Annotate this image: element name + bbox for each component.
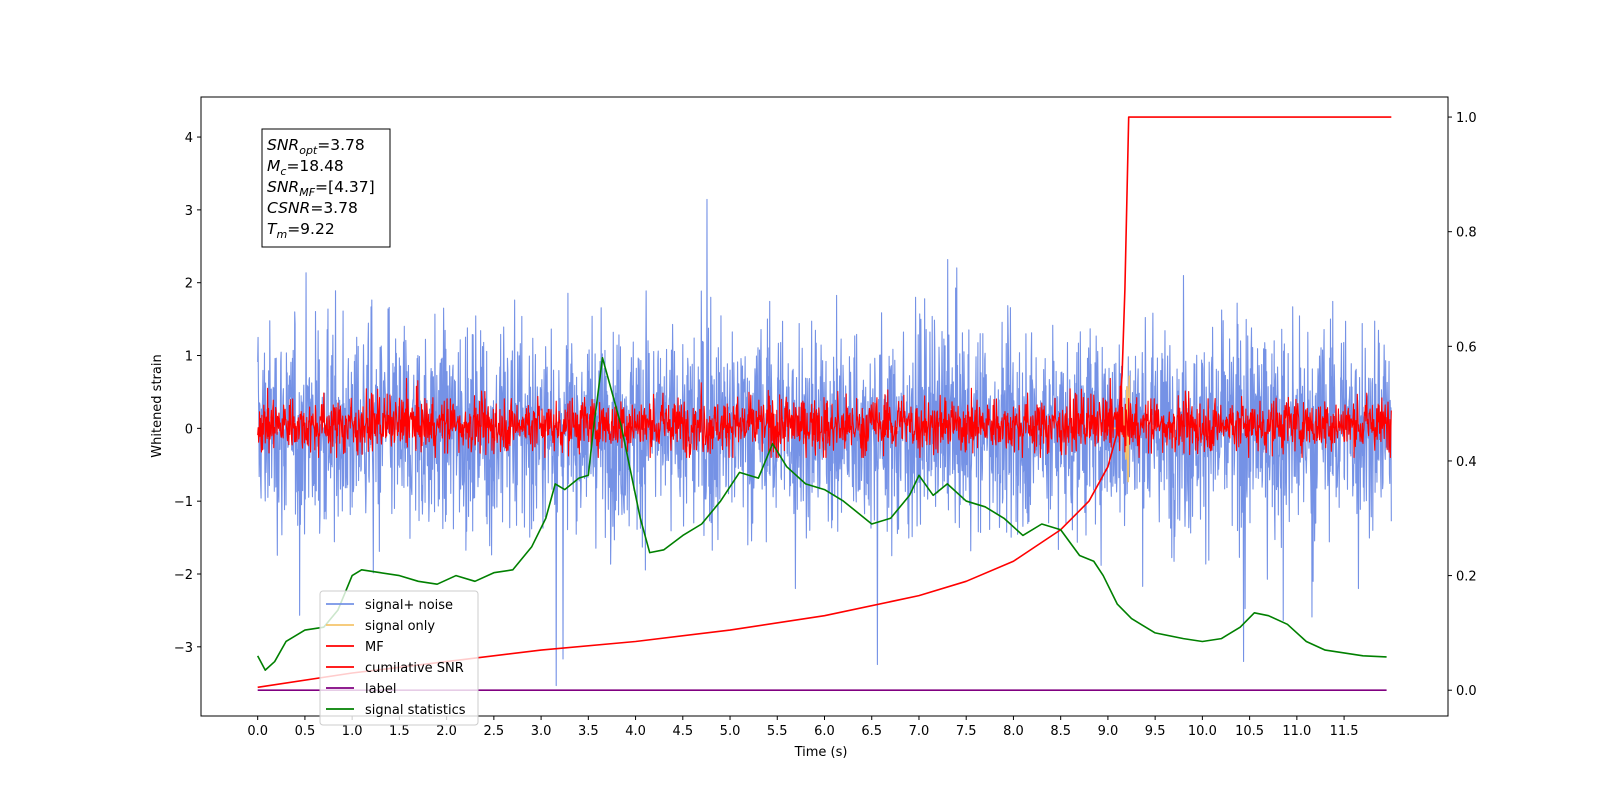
y2-tick-label: 0.6 <box>1456 340 1477 355</box>
y2-tick-label: 1.0 <box>1456 111 1477 126</box>
legend-label: label <box>365 682 396 697</box>
x-tick-label: 10.0 <box>1188 724 1217 739</box>
x-axis-label: Time (s) <box>794 745 848 760</box>
legend-label: signal statistics <box>365 703 466 718</box>
y-tick-label: 1 <box>185 350 193 365</box>
stats-line: SNRopt=3.78 <box>267 136 365 157</box>
x-tick-label: 11.5 <box>1330 724 1359 739</box>
stats-line: CSNR=3.78 <box>267 199 358 217</box>
x-tick-label: 0.0 <box>247 724 268 739</box>
y-tick-label: 3 <box>185 204 193 219</box>
x-tick-label: 5.0 <box>720 724 741 739</box>
x-tick-label: 7.5 <box>956 724 977 739</box>
x-tick-label: 8.5 <box>1050 724 1071 739</box>
x-tick-label: 1.5 <box>389 724 410 739</box>
y2-tick-label: 0.0 <box>1456 684 1477 699</box>
x-tick-label: 1.0 <box>342 724 363 739</box>
y2-axis-ticks: 0.0 0.2 0.4 0.6 0.8 1.0 <box>1448 111 1477 699</box>
legend-frame <box>319 590 479 726</box>
x-tick-label: 2.0 <box>436 724 457 739</box>
x-tick-label: 11.0 <box>1282 724 1311 739</box>
series-signal-statistics <box>256 356 1387 671</box>
legend-label: signal only <box>365 619 435 634</box>
x-tick-label: 4.5 <box>672 724 693 739</box>
y2-tick-label: 0.8 <box>1456 226 1477 241</box>
x-tick-label: 0.5 <box>295 724 316 739</box>
x-tick-label: 3.0 <box>531 724 552 739</box>
x-tick-label: 3.5 <box>578 724 599 739</box>
y-tick-label: 2 <box>185 277 193 292</box>
series-mf <box>257 377 1392 459</box>
y-tick-label: 4 <box>185 131 193 146</box>
legend-label: cumilative SNR <box>365 661 464 676</box>
stats-line: Tm=9.22 <box>267 220 335 241</box>
series-layer <box>256 116 1392 692</box>
y-axis-label: Whitened strain <box>150 354 165 457</box>
y2-tick-label: 0.2 <box>1456 570 1477 585</box>
y-tick-label: −1 <box>174 495 193 510</box>
legend: signal+ noise signal only MF cumilative SNR… <box>319 590 479 726</box>
stats-line: Mc=18.48 <box>267 157 344 178</box>
y2-tick-label: 0.4 <box>1456 455 1477 470</box>
x-tick-label: 5.5 <box>767 724 788 739</box>
y-tick-label: −3 <box>174 641 193 656</box>
stats-annotation-box: SNRopt=3.78Mc=18.48SNRMF=[4.37]CSNR=3.78… <box>261 128 391 248</box>
legend-label: signal+ noise <box>365 598 453 613</box>
y-axis-ticks: −3 −2 −1 0 1 2 3 4 <box>174 131 201 656</box>
legend-label: MF <box>365 640 384 655</box>
x-tick-label: 6.0 <box>814 724 835 739</box>
x-tick-label: 7.0 <box>909 724 930 739</box>
series-cumilative-snr <box>257 116 1392 689</box>
x-tick-label: 9.0 <box>1098 724 1119 739</box>
x-tick-label: 4.0 <box>625 724 646 739</box>
x-axis-ticks: 0.0 0.5 1.0 1.5 2.0 2.5 3.0 3.5 4.0 4.5 5.0 5.5 6.0 6… <box>247 716 1359 739</box>
y-tick-label: −2 <box>174 568 193 583</box>
x-tick-label: 2.5 <box>484 724 505 739</box>
x-tick-label: 9.5 <box>1145 724 1166 739</box>
x-tick-label: 10.5 <box>1235 724 1264 739</box>
x-tick-label: 8.0 <box>1003 724 1024 739</box>
y-tick-label: 0 <box>185 422 193 437</box>
stats-line: SNRMF=[4.37] <box>267 178 375 199</box>
x-tick-label: 6.5 <box>861 724 882 739</box>
stats-box-frame <box>261 128 391 248</box>
